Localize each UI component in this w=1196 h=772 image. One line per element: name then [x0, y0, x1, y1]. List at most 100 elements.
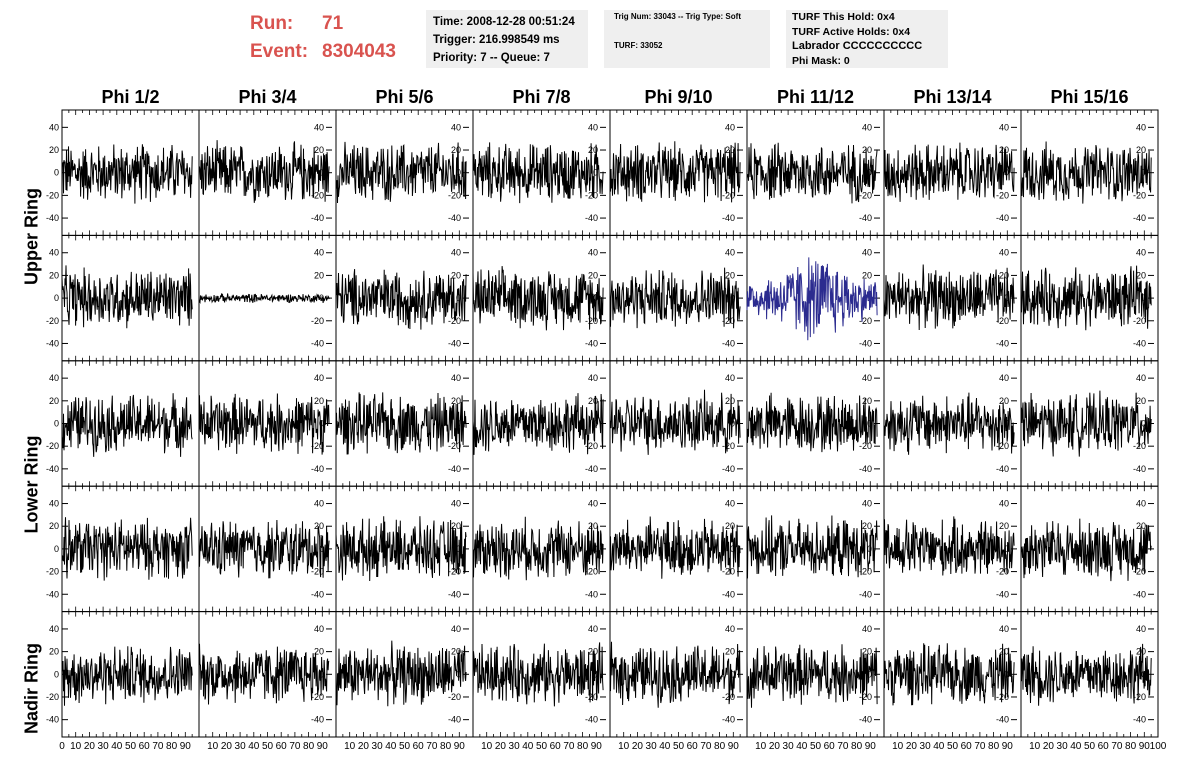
x-tick-label: 40: [522, 741, 534, 752]
waveform-trace: [609, 641, 741, 708]
waveform-trace: [883, 392, 1015, 455]
y-tick-label: 20: [725, 647, 735, 657]
x-tick-label: 40: [248, 741, 260, 752]
y-tick-label: -40: [996, 589, 1009, 599]
y-tick-label: 0: [593, 669, 598, 679]
y-tick-label: 20: [1136, 396, 1146, 406]
waveform-trace: [61, 393, 193, 457]
y-tick-label: -40: [46, 213, 59, 223]
y-tick-label: 20: [314, 647, 324, 657]
turf-text: TURF: 33052: [614, 41, 663, 50]
y-tick-label: -40: [1133, 338, 1146, 348]
y-tick-label: 20: [314, 270, 324, 280]
x-tick-label: 60: [687, 741, 699, 752]
x-tick-label: 20: [495, 741, 507, 752]
x-tick-label: 60: [550, 741, 562, 752]
y-tick-label: 40: [451, 624, 461, 634]
x-tick-label: 40: [933, 741, 945, 752]
y-tick-label: 40: [451, 248, 461, 258]
x-tick-label: 40: [111, 741, 123, 752]
waveform-trace: [746, 644, 878, 708]
x-tick-label: 50: [947, 741, 959, 752]
x-tick-label: 10: [618, 741, 630, 752]
y-tick-label: 0: [867, 669, 872, 679]
y-tick-label: -20: [996, 441, 1009, 451]
y-tick-label: 0: [319, 168, 324, 178]
x-tick-label: 30: [1057, 741, 1069, 752]
x-tick-label: 30: [783, 741, 795, 752]
trig-num-text: Trig Num: 33043 -- Trig Type: Soft: [614, 12, 741, 21]
y-tick-label: 20: [49, 396, 59, 406]
x-tick-label: 70: [289, 741, 301, 752]
x-tick-label: 20: [84, 741, 96, 752]
x-tick-label: 40: [385, 741, 397, 752]
y-tick-label: -20: [722, 316, 735, 326]
waveform-trace: [1020, 390, 1152, 457]
waveform-trace: [472, 393, 604, 455]
y-tick-label: 0: [593, 168, 598, 178]
y-tick-label: -20: [859, 567, 872, 577]
event-label: Event:: [250, 41, 309, 62]
y-tick-label: -20: [46, 692, 59, 702]
y-tick-label: -40: [722, 338, 735, 348]
waveform-trace: [61, 144, 193, 204]
x-tick-label: 10: [207, 741, 219, 752]
y-tick-label: 40: [588, 624, 598, 634]
y-tick-label: 40: [862, 373, 872, 383]
y-tick-label: -40: [311, 213, 324, 223]
y-tick-label: -40: [311, 589, 324, 599]
x-tick-label: 60: [824, 741, 836, 752]
y-tick-label: 0: [730, 544, 735, 554]
y-tick-label: -20: [996, 567, 1009, 577]
y-tick-label: -40: [1133, 589, 1146, 599]
y-tick-label: 40: [1136, 624, 1146, 634]
y-tick-label: -40: [585, 213, 598, 223]
x-tick-label: 70: [974, 741, 986, 752]
x-tick-label: 30: [98, 741, 110, 752]
y-tick-label: 20: [999, 521, 1009, 531]
waveform-trace: [609, 267, 741, 329]
event-value: 8304043: [322, 41, 396, 62]
x-tick-label: 60: [276, 741, 288, 752]
waveform-trace: [472, 266, 604, 331]
column-header: Phi 7/8: [512, 87, 571, 107]
y-tick-label: 40: [999, 373, 1009, 383]
waveform-trace: [746, 515, 878, 579]
y-tick-label: -20: [996, 316, 1009, 326]
phi-mask-text: Phi Mask: 0: [792, 54, 850, 67]
y-tick-label: 40: [725, 248, 735, 258]
y-tick-label: 40: [1136, 373, 1146, 383]
x-tick-label: 70: [1111, 741, 1123, 752]
column-header: Phi 11/12: [776, 87, 855, 107]
y-tick-label: 40: [49, 373, 59, 383]
y-tick-label: -20: [585, 190, 598, 200]
trig-info-box: Trig Num: 33043 -- Trig Type: Soft TURF:…: [604, 10, 770, 68]
y-tick-label: 40: [862, 499, 872, 509]
x-tick-label: 20: [906, 741, 918, 752]
y-tick-label: 40: [49, 499, 59, 509]
y-tick-label: -40: [585, 715, 598, 725]
y-tick-label: -40: [859, 589, 872, 599]
y-tick-label: 40: [49, 122, 59, 132]
x-tick-label: 70: [152, 741, 164, 752]
y-tick-label: -20: [722, 567, 735, 577]
y-tick-label: 20: [1136, 145, 1146, 155]
y-tick-label: 0: [867, 168, 872, 178]
x-tick-label: 50: [262, 741, 274, 752]
waveform-trace: [335, 392, 467, 455]
y-tick-label: 20: [49, 521, 59, 531]
waveform-trace: [472, 642, 604, 707]
x-tick-label: 20: [1043, 741, 1055, 752]
x-tick-label: 80: [714, 741, 726, 752]
run-label: Run:: [250, 13, 294, 34]
y-tick-label: 20: [451, 396, 461, 406]
x-tick-label: 90: [728, 741, 740, 752]
x-tick-label: 40: [796, 741, 808, 752]
x-tick-label: 10: [1029, 741, 1041, 752]
x-tick-label: 80: [1125, 741, 1137, 752]
turf-active-holds-text: TURF Active Holds: 0x4: [792, 25, 911, 38]
column-header: Phi 5/6: [375, 87, 434, 107]
x-tick-label: 10: [344, 741, 356, 752]
x-tick-label: 90: [180, 741, 192, 752]
y-tick-label: 20: [999, 270, 1009, 280]
